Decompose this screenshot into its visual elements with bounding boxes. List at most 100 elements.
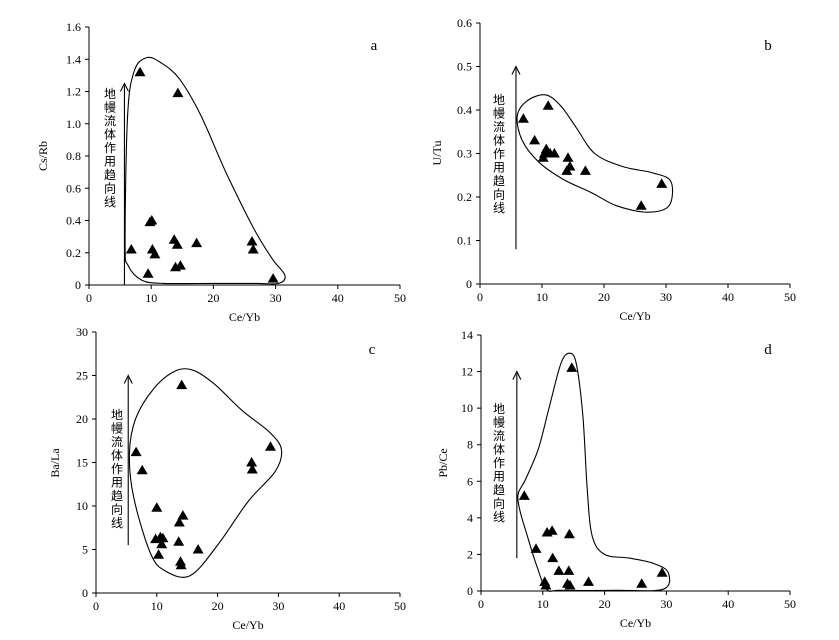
x-tick-label: 20 — [207, 291, 219, 305]
y-tick-label: 0.2 — [457, 190, 472, 204]
data-point-triangle — [149, 248, 161, 259]
y-tick-label: 4 — [467, 511, 473, 525]
y-axis-title: Pb/Ce — [436, 448, 450, 477]
data-point-triangle — [246, 236, 258, 246]
trend-annotation: 地幔流体作用趋向线 — [493, 402, 505, 524]
x-tick-label: 40 — [722, 290, 734, 304]
data-point-triangle — [542, 100, 554, 110]
data-point-triangle — [172, 87, 184, 98]
data-point-triangle — [563, 565, 575, 575]
data-point-triangle — [564, 580, 576, 590]
y-tick-label: 15 — [76, 456, 88, 470]
data-point-triangle — [583, 576, 594, 586]
x-tick-label: 50 — [784, 290, 796, 304]
data-point-triangle — [175, 559, 187, 570]
data-point-triangle — [547, 552, 559, 563]
x-tick-label: 40 — [722, 597, 734, 611]
x-tick-label: 20 — [598, 290, 610, 304]
x-tick-label: 10 — [536, 290, 548, 304]
y-tick-label: 1.6 — [66, 20, 81, 34]
data-point-triangle — [151, 502, 163, 512]
y-tick-label: 0.4 — [457, 103, 472, 117]
panel-d: 0 10 20 30 40 50 0 2 4 6 8 10 12 14 Ce/Yb Pb/Ce d 地幔流体作用趋… — [436, 328, 796, 630]
data-point-triangle — [518, 490, 530, 500]
y-tick-label: 0.6 — [457, 16, 472, 30]
y-tick-label: 1.4 — [66, 52, 81, 66]
data-point-triangle — [142, 268, 154, 278]
trend-arrow-head — [512, 370, 522, 380]
data-point-triangle — [134, 66, 146, 77]
y-tick-label: 0 — [467, 584, 473, 598]
panel-letter: a — [371, 38, 378, 54]
data-point-triangle — [564, 161, 576, 171]
envelope-curve — [124, 56, 286, 285]
data-point-triangle — [171, 239, 183, 249]
y-tick-label: 14 — [461, 328, 473, 342]
data-point-triangle — [517, 113, 529, 123]
data-point-triangle — [546, 525, 558, 535]
x-tick-label: 30 — [272, 599, 284, 613]
data-point-triangle — [553, 565, 565, 575]
x-tick-label: 30 — [660, 597, 672, 611]
data-point-triangle — [153, 549, 165, 559]
x-tick-label: 30 — [270, 291, 282, 305]
x-tick-label: 30 — [660, 290, 672, 304]
y-tick-label: 0.2 — [66, 246, 81, 260]
panel-letter: d — [764, 342, 772, 358]
y-tick-label: 0 — [75, 278, 81, 292]
x-tick-label: 0 — [477, 290, 483, 304]
data-point-triangle — [530, 543, 542, 553]
data-point-triangle — [540, 580, 552, 590]
x-tick-label: 50 — [784, 597, 796, 611]
data-point-triangle — [136, 464, 148, 475]
y-tick-label: 10 — [461, 401, 473, 415]
x-axis-title: Ce/Yb — [232, 618, 263, 632]
x-tick-label: 20 — [599, 597, 611, 611]
x-tick-label: 50 — [394, 291, 406, 305]
panel-a: 0 10 20 30 40 50 0 0.2 0.4 0.6 0.8 1.0 1.2 1.4 1.6 Ce/Y… — [36, 20, 406, 324]
trend-annotation: 地幔流体作用趋向线 — [493, 93, 505, 215]
x-axis-title: Ce/Yb — [619, 309, 650, 323]
envelope-curve — [516, 94, 674, 213]
y-tick-label: 0.5 — [457, 60, 472, 74]
data-point-triangle — [173, 517, 185, 527]
y-tick-label: 0.3 — [457, 147, 472, 161]
data-point-triangle — [146, 215, 158, 225]
data-point-triangle — [173, 536, 185, 546]
trend-arrow-head — [123, 374, 133, 384]
y-tick-label: 2 — [467, 547, 473, 561]
x-axis-title: Ce/Yb — [229, 310, 260, 324]
data-point-triangle — [265, 441, 276, 451]
x-tick-label: 40 — [332, 291, 344, 305]
x-tick-label: 10 — [145, 291, 157, 305]
trend-arrow-head — [119, 82, 129, 92]
y-tick-label: 5 — [82, 543, 88, 557]
x-tick-label: 0 — [478, 597, 484, 611]
y-tick-label: 1.2 — [66, 85, 81, 99]
data-point-triangle — [548, 148, 560, 158]
x-tick-label: 0 — [93, 599, 99, 613]
y-tick-label: 12 — [461, 365, 473, 379]
y-tick-label: 20 — [76, 412, 88, 426]
data-point-triangle — [579, 165, 591, 175]
trend-arrow-head — [511, 65, 521, 75]
y-tick-label: 0 — [82, 586, 88, 600]
data-point-triangle — [156, 538, 168, 549]
panel-c: 0 10 20 30 40 50 0 5 10 15 20 25 30 Ce/Yb Ba/La c 地幔流体作用… — [48, 325, 406, 632]
data-point-triangle — [246, 464, 258, 474]
data-point-triangle — [656, 567, 668, 577]
x-tick-label: 40 — [333, 599, 345, 613]
data-point-triangle — [177, 510, 189, 520]
y-axis-title: Ba/La — [48, 448, 62, 478]
y-tick-label: 0.8 — [66, 149, 81, 163]
y-tick-label: 8 — [467, 438, 473, 452]
data-point-triangle — [191, 237, 203, 248]
trend-annotation: 地幔流体作用趋向线 — [104, 87, 116, 209]
data-point-triangle — [562, 152, 574, 162]
envelope-curve — [128, 368, 283, 578]
panel-letter: b — [764, 38, 772, 54]
x-tick-label: 0 — [86, 291, 92, 305]
y-tick-label: 30 — [76, 325, 88, 339]
panel-letter: c — [369, 342, 376, 358]
y-axis-title: U/Tu — [430, 141, 444, 166]
